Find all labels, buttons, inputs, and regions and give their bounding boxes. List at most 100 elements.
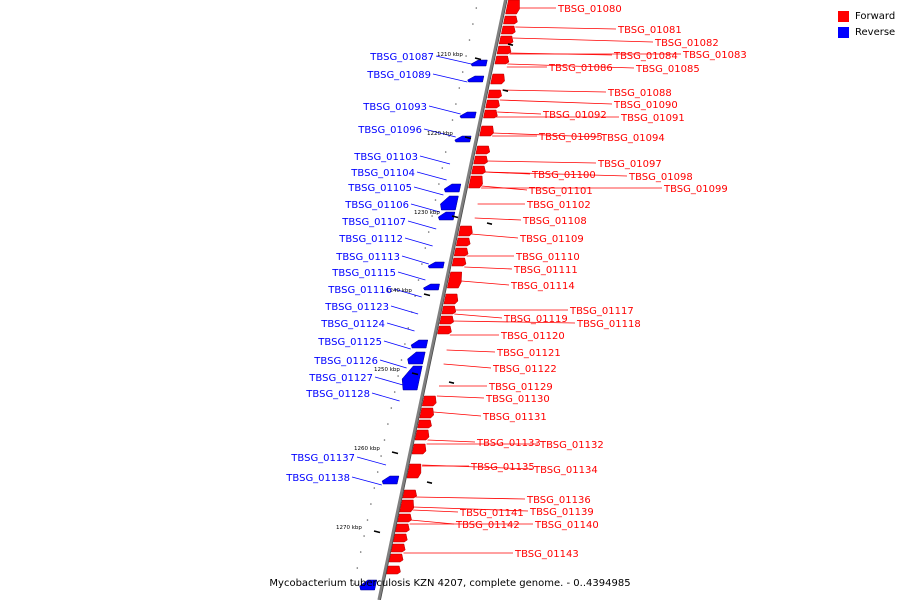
guide-dot	[373, 487, 376, 489]
minor-tick	[507, 43, 514, 46]
forward-gene	[397, 513, 412, 523]
reverse-connector	[371, 392, 400, 402]
forward-gene	[487, 89, 502, 99]
forward-connector	[461, 280, 510, 286]
reverse-gene	[427, 261, 445, 269]
forward-gene-label: TBSG_01121	[496, 348, 561, 359]
forward-gene-label: TBSG_01098	[628, 172, 693, 183]
minor-tick	[448, 381, 455, 384]
legend-forward-label: Forward	[855, 10, 896, 22]
reverse-connector	[351, 476, 382, 486]
forward-gene-label: TBSG_01088	[607, 88, 672, 99]
forward-gene-label: TBSG_01100	[531, 170, 596, 181]
forward-connector	[512, 37, 654, 43]
forward-gene	[386, 565, 401, 575]
minor-tick	[486, 222, 493, 225]
forward-gene-label: TBSG_01094	[600, 133, 665, 144]
reverse-gene-label: TBSG_01123	[324, 302, 389, 313]
minor-tick	[502, 89, 509, 92]
guide-dot	[376, 471, 379, 473]
forward-gene	[496, 45, 512, 55]
reverse-gene	[459, 111, 477, 119]
forward-gene	[494, 55, 510, 65]
tick-mark	[464, 136, 472, 140]
tick-mark	[391, 451, 399, 455]
forward-gene	[417, 419, 432, 429]
legend-reverse: Reverse	[838, 24, 895, 40]
tick-mark	[373, 530, 381, 534]
reverse-connector	[410, 203, 440, 213]
forward-gene-label: TBSG_01081	[617, 25, 682, 36]
minor-tick	[426, 481, 433, 484]
reverse-gene-label: TBSG_01127	[308, 373, 373, 384]
forward-gene	[505, 0, 520, 15]
reverse-gene	[410, 339, 429, 349]
reverse-gene	[438, 211, 456, 221]
forward-connector	[507, 63, 635, 69]
legend-forward: Forward	[838, 8, 895, 24]
forward-connector	[410, 519, 455, 525]
guide-dot	[417, 279, 420, 281]
forward-gene-label: TBSG_01101	[528, 186, 593, 197]
forward-gene	[390, 543, 406, 553]
reverse-gene-label: TBSG_01115	[331, 268, 396, 279]
guide-dot	[370, 503, 372, 505]
forward-gene-label: TBSG_01141	[459, 508, 524, 519]
reverse-gene-label: TBSG_01106	[344, 200, 409, 211]
reverse-connector	[419, 155, 451, 165]
tick-mark	[451, 215, 459, 219]
guide-dot	[434, 199, 437, 201]
forward-connector	[471, 233, 519, 239]
forward-connector	[481, 185, 528, 191]
reverse-gene	[407, 351, 426, 365]
genome-caption: Mycobacterium tuberculosis KZN 4207, com…	[269, 578, 631, 589]
forward-gene	[498, 35, 514, 45]
guide-dot	[455, 103, 457, 105]
tick-mark	[411, 372, 419, 376]
guide-dot	[356, 567, 359, 569]
reverse-connector	[379, 359, 407, 369]
forward-gene	[439, 315, 454, 325]
reverse-gene-label: TBSG_01112	[338, 234, 403, 245]
tick-label: 1240 kbp	[386, 288, 412, 294]
guide-dot	[458, 87, 461, 89]
reverse-gene	[423, 283, 440, 291]
reverse-connector	[390, 305, 419, 315]
forward-gene-label: TBSG_01083	[682, 50, 747, 61]
tick-label: 1250 kbp	[374, 367, 400, 373]
guide-dot	[387, 423, 389, 425]
forward-connector	[427, 439, 476, 443]
reverse-gene	[467, 75, 485, 83]
guide-dot	[431, 215, 433, 217]
guide-dot	[407, 327, 410, 329]
forward-gene	[411, 443, 427, 455]
reverse-connector	[416, 171, 447, 181]
forward-connector	[433, 411, 482, 417]
legend: Forward Reverse	[838, 8, 895, 40]
forward-connector	[415, 496, 526, 500]
forward-gene-label: TBSG_01135	[470, 462, 535, 473]
forward-gene-label: TBSG_01117	[569, 306, 634, 317]
forward-gene-label: TBSG_01122	[492, 364, 557, 375]
forward-gene-label: TBSG_01130	[485, 394, 550, 405]
reverse-gene-label: TBSG_01103	[353, 152, 418, 163]
forward-gene-label: TBSG_01108	[522, 216, 587, 227]
guide-dot	[438, 183, 440, 185]
guide-dot	[393, 391, 396, 393]
reverse-gene-label: TBSG_01124	[320, 319, 385, 330]
chromosome-backbone	[377, 0, 508, 600]
forward-gene	[455, 237, 471, 247]
forward-gene	[483, 109, 498, 119]
reverse-connector	[397, 271, 426, 281]
forward-connector	[446, 349, 496, 353]
guide-dot	[359, 551, 362, 553]
forward-gene	[500, 25, 516, 35]
forward-gene-label: TBSG_01085	[635, 64, 700, 75]
tick-label: 1260 kbp	[354, 446, 380, 452]
forward-gene-label: TBSG_01109	[519, 234, 584, 245]
guide-dot	[451, 119, 454, 121]
forward-gene	[451, 257, 467, 267]
forward-gene-label: TBSG_01139	[529, 507, 594, 518]
guide-dot	[472, 23, 474, 25]
